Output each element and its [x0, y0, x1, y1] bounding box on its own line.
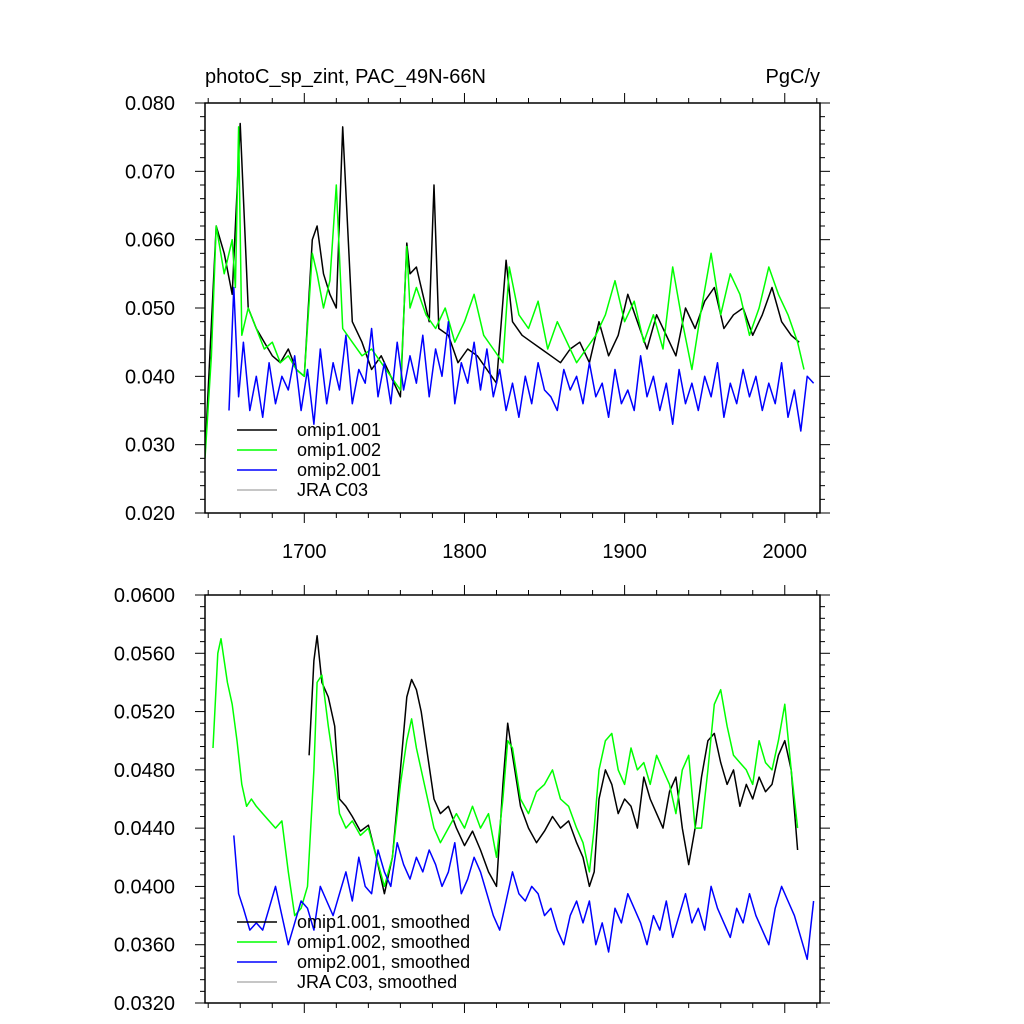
- x-tick-label: 1700: [282, 541, 327, 563]
- series-line-1: [205, 126, 805, 459]
- y-tick-label: 0.080: [125, 93, 175, 115]
- plot-frame: [204, 594, 821, 1004]
- legend-label-3: JRA C03, smoothed: [297, 972, 457, 992]
- y-tick-label: 0.030: [125, 435, 175, 457]
- lower-panel: 0.0320 0.0360 0.0400 0.0440 0.0480 0.0520 0.05…: [114, 585, 830, 1015]
- legend-label-2: omip2.001, smoothed: [297, 952, 470, 972]
- y-tick-label: 0.040: [125, 366, 175, 388]
- upper-panel: photoC_sp_zint, PAC_49N-66N PgC/y 1700 1800…: [125, 66, 830, 563]
- y-tick-label: 0.0440: [114, 818, 175, 840]
- x-tick-label: 1900: [602, 541, 647, 563]
- series-line-1: [212, 637, 799, 917]
- legend-label-1: omip1.002: [297, 440, 381, 460]
- y-tick-label: 0.0480: [114, 760, 175, 782]
- y-tick-label: 0.0560: [114, 643, 175, 665]
- chart-title: photoC_sp_zint, PAC_49N-66N: [205, 66, 486, 88]
- y-tick-label: 0.0360: [114, 935, 175, 957]
- legend-label-0: omip1.001, smoothed: [297, 912, 470, 932]
- series-line-0: [205, 122, 800, 455]
- legend-label-3: JRA C03: [297, 480, 368, 500]
- plot-area: [205, 122, 815, 459]
- series-line-2: [228, 286, 815, 432]
- y-tick-label: 0.020: [125, 503, 175, 525]
- series-line-0: [308, 635, 799, 895]
- series-line-2: [233, 835, 815, 961]
- y-tick-label: 0.060: [125, 230, 175, 252]
- plot-area: [212, 635, 815, 961]
- y-tick-label: 0.0520: [114, 702, 175, 724]
- y-tick-label: 0.070: [125, 161, 175, 183]
- legend-label-2: omip2.001: [297, 460, 381, 480]
- legend-label-0: omip1.001: [297, 420, 381, 440]
- legend-label-1: omip1.002, smoothed: [297, 932, 470, 952]
- x-tick-label: 2000: [763, 541, 808, 563]
- y-tick-label: 0.0600: [114, 585, 175, 607]
- y-tick-label: 0.0320: [114, 993, 175, 1015]
- x-tick-label: 1800: [442, 541, 487, 563]
- units-label: PgC/y: [766, 66, 820, 88]
- y-tick-label: 0.0400: [114, 876, 175, 898]
- y-tick-label: 0.050: [125, 298, 175, 320]
